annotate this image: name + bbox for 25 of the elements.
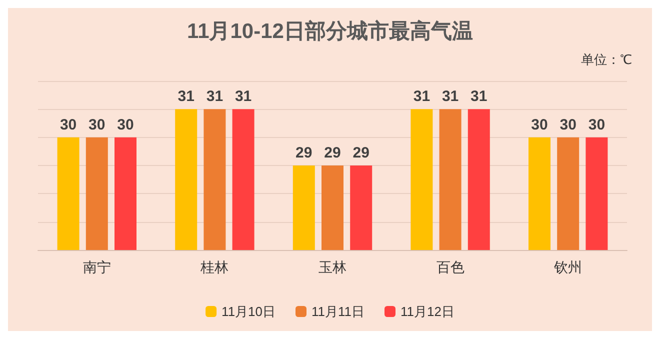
data-label: 31 [470,88,488,106]
chart-title: 11月10-12日部分城市最高气温 [187,19,473,43]
legend-label: 11月12日 [400,304,454,319]
data-label: 31 [413,88,430,106]
data-label: 31 [206,88,224,106]
data-label: 30 [117,116,134,134]
text: 单位：℃ [581,52,632,67]
data-label: 30 [588,116,606,134]
data-label: 30 [60,116,77,134]
x-tick-label: 桂林 [200,259,229,275]
data-label: 29 [324,144,341,162]
data-label: 29 [296,144,312,162]
x-tick-label: 玉林 [318,259,346,275]
x-tick-label: 钦州 [553,259,582,275]
data-label: 30 [88,116,106,134]
data-label: 30 [531,116,548,134]
legend-label: 11月10日 [222,304,276,319]
x-tick-label: 百色 [436,259,464,275]
data-label: 30 [560,116,576,134]
data-label: 31 [442,88,459,106]
data-label: 29 [352,144,370,162]
x-tick-label: 南宁 [82,259,111,275]
legend-label: 11月11日 [312,304,365,319]
data-label: 31 [234,88,252,106]
data-label: 31 [178,88,194,106]
